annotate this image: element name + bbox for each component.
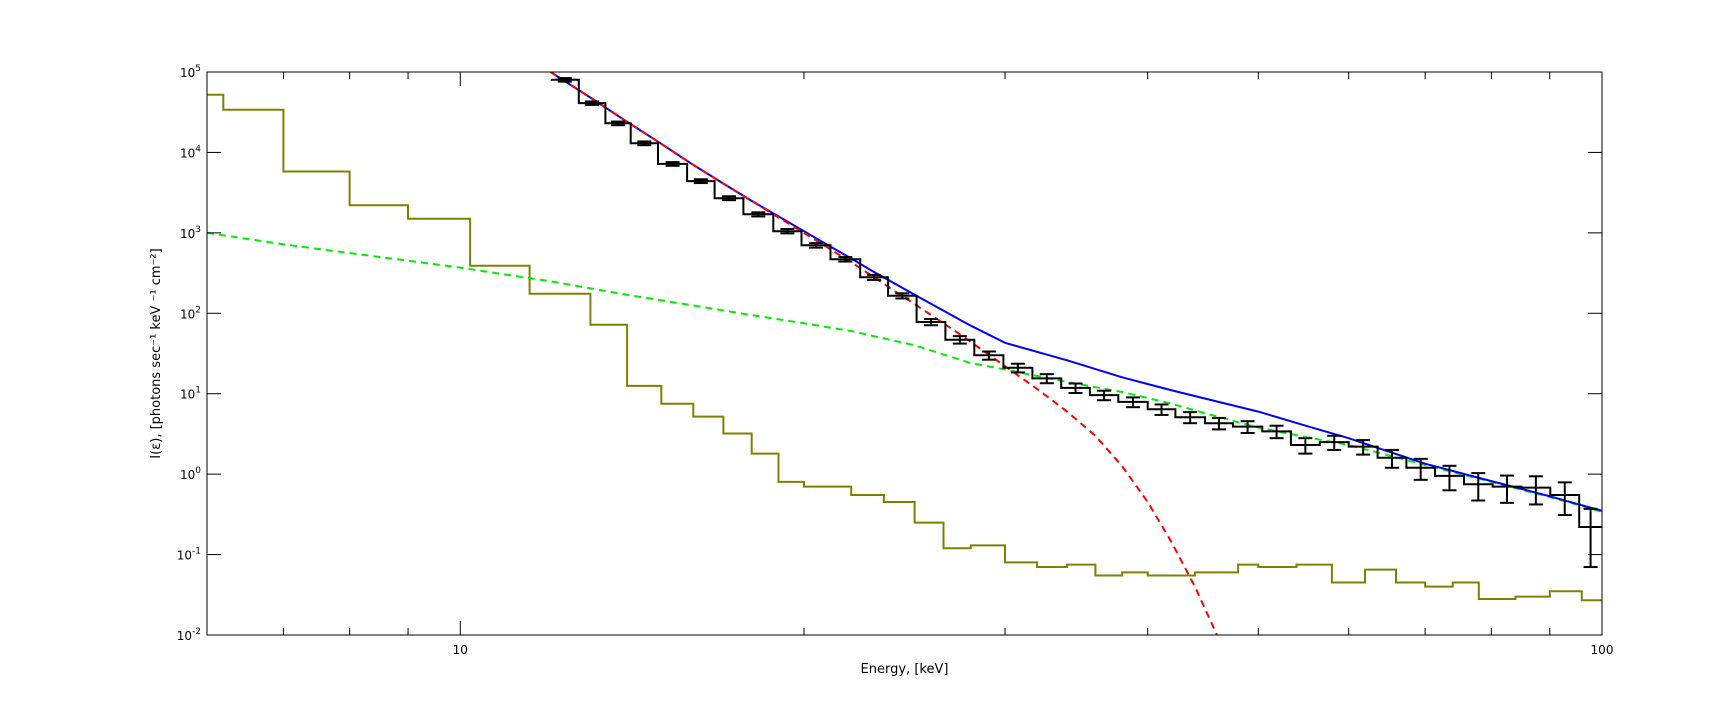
data-errorbar	[1298, 437, 1313, 455]
total_fit-curve	[550, 72, 1602, 512]
data-errorbar	[557, 77, 572, 83]
data-errorbar	[1583, 507, 1598, 569]
data-errorbar	[780, 228, 795, 235]
data-errorbar	[1557, 481, 1572, 517]
data-errorbar	[1097, 389, 1112, 402]
y-tick-label: 10-1	[177, 547, 201, 563]
data-errorbar	[1240, 420, 1255, 434]
y-tick-label: 10-2	[177, 627, 201, 643]
data-errorbar	[1211, 416, 1226, 431]
y-tick-label: 104	[180, 144, 201, 160]
data-errorbar	[981, 350, 996, 361]
x-tick-label: 100	[1591, 643, 1614, 657]
data-errorbar	[1125, 396, 1140, 409]
data-errorbar	[665, 161, 680, 167]
data-errorbar	[809, 242, 824, 249]
data-errorbar	[637, 140, 652, 147]
data-histogram	[550, 78, 1602, 528]
data-errorbar	[611, 120, 626, 127]
data-errorbar	[1384, 448, 1399, 469]
y-tick-label: 102	[180, 305, 201, 321]
data-errorbar	[585, 100, 600, 106]
y-axis-label: I(ε), [photons sec⁻¹ keV ⁻¹ cm⁻²]	[149, 248, 164, 458]
data-errorbar	[1183, 411, 1198, 425]
data-errorbar	[1528, 475, 1543, 506]
data-errorbar	[693, 178, 708, 185]
data-errorbar	[1471, 472, 1486, 502]
data-errorbar	[867, 273, 882, 281]
nonthermal-curve	[207, 231, 1602, 513]
data-errorbar	[1154, 403, 1169, 416]
y-tick-label: 100	[180, 466, 201, 482]
data-errorbar	[895, 292, 910, 300]
thermal-curve	[550, 72, 1218, 635]
x-tick-label: 10	[453, 643, 468, 657]
y-tick-label: 105	[180, 64, 201, 80]
data-errorbar	[1068, 382, 1083, 395]
background-histogram	[207, 93, 1602, 602]
data-errorbar	[1413, 457, 1428, 481]
y-tick-label: 101	[180, 386, 201, 402]
y-tick-label: 103	[180, 225, 201, 241]
data-errorbar	[1269, 424, 1284, 440]
data-errorbar	[1327, 434, 1342, 451]
data-errorbar	[751, 211, 766, 218]
data-errorbar	[1442, 464, 1457, 492]
data-errorbar	[1039, 373, 1054, 385]
data-errorbar	[952, 335, 967, 345]
chart-marks	[207, 72, 1602, 635]
data-errorbar	[838, 256, 853, 263]
data-errorbar	[1500, 474, 1515, 504]
x-axis-label: Energy, [keV]	[861, 662, 949, 677]
data-errorbar	[1010, 362, 1025, 374]
data-errorbar	[923, 317, 938, 327]
data-errorbar	[1356, 439, 1371, 456]
data-errorbar	[721, 195, 736, 202]
plot-frame	[206, 71, 1603, 636]
axis-ticks: 10 100 10-2 10-1 100 101 102 103 104 105	[177, 64, 1614, 657]
